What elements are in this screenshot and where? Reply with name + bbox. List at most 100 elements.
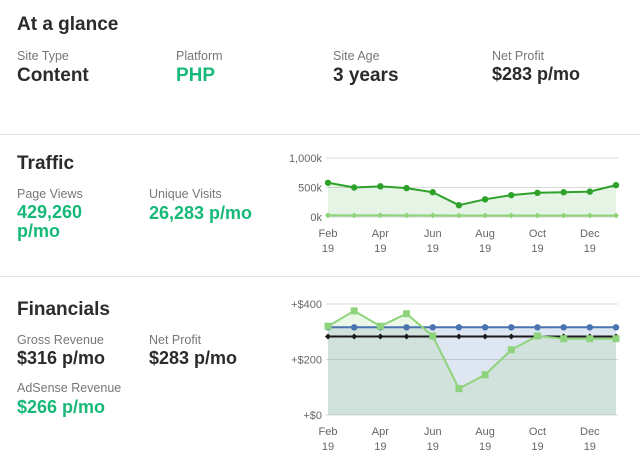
data-point	[508, 324, 515, 331]
data-point	[534, 324, 541, 331]
x-tick-label: Dec	[580, 228, 600, 240]
data-point	[612, 324, 620, 331]
page-views-label: Page Views	[17, 187, 83, 201]
data-point	[612, 181, 620, 189]
data-point	[507, 346, 515, 354]
data-point	[482, 212, 489, 219]
x-tick-label: Oct	[529, 426, 546, 438]
data-point	[377, 333, 384, 340]
x-tick-year: 19	[427, 441, 439, 453]
data-point	[429, 212, 436, 219]
data-point	[560, 212, 567, 219]
data-point	[586, 188, 594, 195]
data-point	[612, 335, 620, 343]
traffic-title: Traffic	[17, 153, 75, 174]
data-point	[533, 332, 541, 340]
x-tick-year: 19	[322, 441, 334, 453]
x-tick-label: Feb	[319, 228, 338, 240]
financials-title: Financials	[17, 299, 110, 320]
data-point	[560, 189, 567, 196]
x-tick-label: Dec	[580, 426, 600, 438]
series-line	[327, 181, 617, 207]
financials-chart: +$400 +$200 +$0 Feb 19 Apr 19 Jun 19 Aug 19 Oct 19 De…	[291, 299, 620, 453]
data-point	[403, 333, 410, 340]
data-point	[376, 322, 384, 330]
site-age-label: Site Age	[333, 49, 380, 63]
x-tick-label: Apr	[372, 228, 389, 240]
data-point	[613, 212, 619, 219]
x-tick-year: 19	[479, 441, 491, 453]
site-type-value: Content	[17, 65, 89, 86]
data-point	[455, 212, 462, 219]
x-tick-year: 19	[531, 441, 543, 453]
data-point	[560, 324, 567, 331]
at-a-glance-title: At a glance	[17, 14, 119, 35]
platform-label: Platform	[176, 49, 223, 63]
traffic-chart: 1,000k 500k 0k Feb 19 Apr 19 Jun 19 Aug 19 Oct 19 Dec…	[289, 153, 620, 255]
x-tick-year: 19	[584, 441, 596, 453]
data-point	[351, 333, 358, 340]
gross-revenue-value: $316 p/mo	[17, 348, 106, 368]
data-point	[586, 335, 594, 343]
data-point	[508, 212, 515, 219]
net-profit-value: $283 p/mo	[149, 348, 238, 368]
data-point	[455, 385, 463, 393]
y-tick-label: +$200	[291, 355, 322, 367]
at-a-glance-section: At a glance Site Type Content Platform P…	[0, 0, 640, 134]
data-point	[586, 324, 594, 331]
data-point	[324, 322, 332, 330]
data-point	[481, 324, 489, 331]
data-point	[586, 212, 593, 219]
y-tick-label: +$0	[303, 410, 322, 422]
x-tick-label: Jun	[424, 426, 442, 438]
data-point	[534, 189, 541, 197]
x-tick-year: 19	[374, 441, 386, 453]
divider	[0, 134, 640, 135]
data-point	[325, 333, 331, 340]
x-tick-year: 19	[322, 243, 334, 255]
unique-visits-label: Unique Visits	[149, 187, 222, 201]
adsense-revenue-label: AdSense Revenue	[17, 381, 122, 395]
traffic-section: Traffic Page Views 429,260 p/mo Unique V…	[0, 135, 640, 275]
x-tick-label: Aug	[475, 426, 495, 438]
x-tick-label: Feb	[319, 426, 338, 438]
data-point	[429, 332, 437, 340]
gross-revenue-label: Gross Revenue	[17, 333, 104, 347]
data-point	[377, 212, 384, 219]
data-point	[534, 212, 541, 219]
data-point	[560, 335, 568, 343]
series-area	[328, 327, 616, 415]
x-tick-label: Oct	[529, 228, 546, 240]
data-point	[508, 191, 515, 199]
data-point	[350, 307, 358, 315]
y-tick-label: +$400	[291, 299, 322, 311]
adsense-revenue-value: $266 p/mo	[17, 397, 106, 417]
data-point	[377, 183, 384, 190]
x-tick-label: Jun	[424, 228, 442, 240]
data-point	[325, 212, 331, 219]
data-point	[403, 310, 411, 318]
financials-section: Financials Gross Revenue $316 p/mo Net P…	[0, 277, 640, 461]
data-point	[455, 324, 463, 331]
x-tick-label: Aug	[475, 228, 495, 240]
data-point	[429, 324, 436, 331]
data-point	[403, 184, 410, 192]
data-point	[481, 371, 489, 379]
series-line	[327, 309, 616, 391]
data-point	[429, 189, 436, 196]
x-tick-year: 19	[531, 243, 543, 255]
site-age-value: 3 years	[333, 65, 399, 86]
net-profit-label: Net Profit	[492, 49, 545, 63]
site-type-label: Site Type	[17, 49, 69, 63]
data-point	[455, 202, 463, 209]
y-tick-label: 0k	[310, 212, 322, 224]
x-tick-year: 19	[374, 243, 386, 255]
y-tick-label: 500k	[298, 183, 322, 195]
series-area	[328, 182, 616, 217]
net-profit-value: $283 p/mo	[492, 64, 581, 84]
divider	[0, 276, 640, 277]
y-tick-label: 1,000k	[289, 153, 323, 165]
x-tick-year: 19	[427, 243, 439, 255]
platform-value: PHP	[176, 65, 216, 86]
data-point	[455, 333, 462, 340]
